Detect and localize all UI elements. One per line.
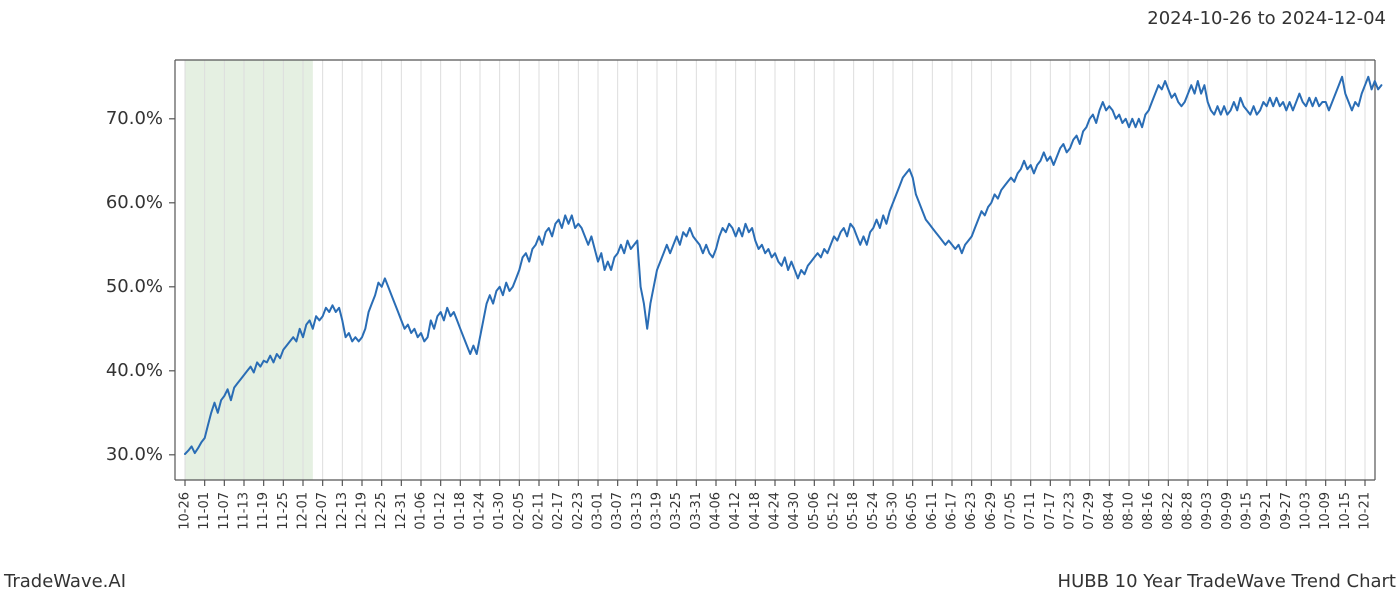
x-tick-label: 06-05 <box>905 492 920 530</box>
x-tick-label: 06-29 <box>984 492 999 530</box>
x-tick-label: 12-13 <box>335 492 350 530</box>
y-tick-label: 30.0% <box>106 444 163 465</box>
x-tick-label: 08-16 <box>1141 492 1156 530</box>
x-tick-label: 07-17 <box>1043 492 1058 530</box>
x-tick-label: 03-31 <box>689 492 704 530</box>
x-tick-label: 08-04 <box>1102 492 1117 530</box>
x-tick-label: 03-13 <box>630 492 645 530</box>
trend-line <box>185 77 1381 454</box>
x-tick-label: 06-11 <box>925 492 940 530</box>
x-tick-label: 11-07 <box>217 492 232 530</box>
x-tick-label: 01-12 <box>433 492 448 530</box>
x-tick-label: 06-17 <box>945 492 960 530</box>
x-tick-label: 11-13 <box>237 492 252 530</box>
x-tick-label: 08-22 <box>1161 492 1176 530</box>
x-tick-label: 12-19 <box>355 492 370 530</box>
x-tick-label: 06-23 <box>964 492 979 530</box>
x-tick-label: 12-01 <box>296 492 311 530</box>
x-tick-label: 02-05 <box>512 492 527 530</box>
x-tick-label: 12-31 <box>394 492 409 530</box>
x-tick-label: 11-19 <box>256 492 271 530</box>
x-tick-label: 05-12 <box>827 492 842 530</box>
x-tick-label: 09-21 <box>1259 492 1274 530</box>
x-tick-label: 04-24 <box>768 492 783 530</box>
x-tick-label: 01-18 <box>453 492 468 530</box>
y-tick-label: 50.0% <box>106 276 163 297</box>
x-tick-label: 05-18 <box>846 492 861 530</box>
x-tick-label: 01-30 <box>492 492 507 530</box>
brand-label: TradeWave.AI <box>4 571 126 592</box>
x-tick-label: 03-25 <box>669 492 684 530</box>
x-tick-label: 10-15 <box>1338 492 1353 530</box>
line-chart: 30.0% 40.0% 50.0% 60.0% 70.0% 10-26 11-01 11-07… <box>0 0 1400 600</box>
x-tick-label: 10-03 <box>1299 492 1314 530</box>
x-tick-label: 07-05 <box>1004 492 1019 530</box>
x-tick-label: 08-10 <box>1122 492 1137 530</box>
x-tick-label: 07-29 <box>1082 492 1097 530</box>
x-tick-label: 03-01 <box>591 492 606 530</box>
y-tick-label: 60.0% <box>106 192 163 213</box>
x-tick-label: 03-07 <box>610 492 625 530</box>
x-tick-label: 08-28 <box>1181 492 1196 530</box>
x-tick-label: 05-30 <box>886 492 901 530</box>
x-tick-label: 04-06 <box>709 492 724 530</box>
x-tick-label: 11-01 <box>197 492 212 530</box>
y-tick-label: 40.0% <box>106 360 163 381</box>
chart-title: HUBB 10 Year TradeWave Trend Chart <box>1058 571 1396 592</box>
x-tick-label: 05-24 <box>866 492 881 530</box>
x-tick-label: 12-07 <box>315 492 330 530</box>
x-tick-label: 10-21 <box>1358 492 1373 530</box>
x-tick-label: 11-25 <box>276 492 291 530</box>
x-tick-label: 04-18 <box>748 492 763 530</box>
x-tick-label: 09-15 <box>1240 492 1255 530</box>
x-tick-label: 10-09 <box>1318 492 1333 530</box>
x-tick-label: 07-11 <box>1023 492 1038 530</box>
y-tick-label: 70.0% <box>106 108 163 129</box>
x-tick-label: 09-03 <box>1200 492 1215 530</box>
x-tick-label: 03-19 <box>650 492 665 530</box>
x-tick-label: 09-27 <box>1279 492 1294 530</box>
x-tick-label: 01-06 <box>414 492 429 530</box>
x-tick-label: 02-23 <box>571 492 586 530</box>
x-tick-label: 02-17 <box>551 492 566 530</box>
x-tick-label: 10-26 <box>178 492 193 530</box>
x-tick-label: 04-12 <box>728 492 743 530</box>
x-tick-label: 07-23 <box>1063 492 1078 530</box>
x-tick-label: 05-06 <box>807 492 822 530</box>
x-tick-label: 01-24 <box>473 492 488 530</box>
x-tick-label: 04-30 <box>787 492 802 530</box>
x-tick-label: 12-25 <box>374 492 389 530</box>
trend-chart-container: 2024-10-26 to 2024-12-04 30.0%40.0%50.0%… <box>0 0 1400 600</box>
x-tick-label: 02-11 <box>532 492 547 530</box>
x-tick-label: 09-09 <box>1220 492 1235 530</box>
